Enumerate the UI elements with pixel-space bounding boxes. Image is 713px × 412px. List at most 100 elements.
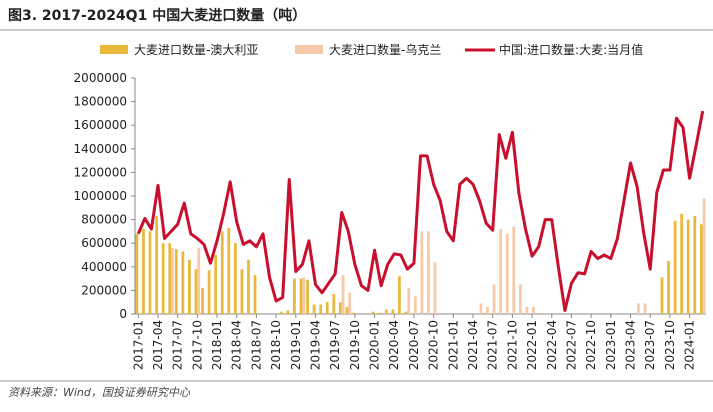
bar (479, 303, 483, 314)
bar (345, 306, 349, 314)
bar (338, 302, 342, 314)
bar (279, 311, 283, 314)
bar (413, 296, 417, 314)
bar (499, 229, 503, 314)
legend-label: 中国:进口数量:大麦:当月值 (499, 42, 643, 57)
x-tick-label: 2023-04 (624, 320, 638, 370)
bar (378, 312, 382, 314)
bar (161, 243, 165, 314)
bar (194, 269, 198, 314)
bar (433, 262, 437, 314)
bar (286, 310, 290, 314)
x-tick-label: 2021-07 (486, 320, 500, 370)
bar (171, 247, 174, 314)
x-tick-label: 2020-10 (427, 320, 441, 370)
legend-label: 大麦进口数量-乌克兰 (329, 42, 441, 57)
y-tick-label: 800000 (81, 213, 127, 227)
bar (699, 224, 703, 314)
y-tick-label: 2000000 (74, 71, 127, 85)
chart-title: 图3. 2017-2024Q1 中国大麦进口数量（吨） (8, 7, 306, 24)
bar (201, 288, 204, 314)
bar (207, 270, 211, 314)
bar (319, 304, 323, 314)
bar (492, 284, 496, 314)
bar (505, 233, 509, 314)
y-tick-label: 1600000 (74, 118, 127, 132)
bar (348, 292, 352, 314)
bar (673, 220, 677, 314)
bar (391, 309, 395, 314)
bar (306, 279, 309, 314)
x-tick-label: 2017-10 (190, 320, 204, 370)
bar (525, 306, 529, 314)
x-tick-label: 2019-04 (308, 320, 322, 370)
source: 资料来源：Wind，国投证券研究中心 (8, 386, 191, 399)
bar (643, 303, 647, 314)
x-tick-label: 2022-10 (584, 320, 598, 370)
bar (299, 278, 303, 314)
y-tick-label: 1400000 (74, 142, 127, 156)
bar (404, 311, 408, 314)
x-tick-label: 2021-04 (466, 320, 480, 370)
x-tick-label: 2018-04 (230, 320, 244, 370)
bar (312, 304, 316, 314)
bar (174, 249, 178, 314)
bar (427, 231, 430, 314)
bar (155, 216, 158, 314)
bar (680, 213, 684, 314)
x-tick-label: 2020-04 (387, 320, 401, 370)
bar (341, 275, 345, 314)
bar (142, 229, 145, 314)
legend-swatch (100, 45, 128, 54)
x-tick-label: 2018-10 (269, 320, 283, 370)
bar (384, 309, 388, 314)
x-tick-label: 2019-07 (328, 320, 342, 370)
bar (407, 288, 411, 314)
bar (181, 251, 185, 314)
bar (512, 226, 516, 314)
bar (240, 269, 244, 314)
x-tick-label: 2024-01 (683, 320, 697, 370)
y-tick-label: 0 (119, 307, 127, 321)
y-tick-label: 400000 (81, 260, 127, 274)
x-tick-label: 2019-10 (348, 320, 362, 370)
bar (532, 306, 535, 314)
y-tick-label: 1000000 (74, 189, 127, 203)
bar (227, 227, 231, 314)
bar (253, 275, 257, 314)
bar (168, 243, 172, 314)
bar (352, 312, 355, 314)
y-tick-label: 1800000 (74, 95, 127, 109)
bar (420, 231, 424, 314)
bar (693, 216, 697, 314)
bar (293, 278, 296, 314)
x-tick-label: 2017-07 (171, 320, 185, 370)
legend-swatch (295, 45, 323, 54)
x-tick-label: 2021-10 (505, 320, 519, 370)
bar (325, 302, 329, 314)
bar (233, 243, 237, 314)
x-tick-label: 2019-01 (289, 320, 303, 370)
y-tick-label: 200000 (81, 283, 127, 297)
bar (371, 311, 375, 314)
y-tick-label: 1200000 (74, 165, 127, 179)
bar (220, 231, 224, 314)
bar (660, 277, 664, 314)
bar (637, 303, 640, 314)
x-tick-label: 2018-01 (210, 320, 224, 370)
bar (214, 255, 218, 314)
x-tick-label: 2022-07 (564, 320, 578, 370)
x-tick-label: 2018-07 (249, 320, 263, 370)
x-tick-label: 2020-01 (368, 320, 382, 370)
x-tick-label: 2017-04 (151, 320, 165, 370)
x-tick-label: 2023-01 (604, 320, 618, 370)
x-tick-label: 2023-10 (663, 320, 677, 370)
bar (188, 259, 191, 314)
x-tick-label: 2020-07 (407, 320, 421, 370)
x-tick-label: 2017-01 (131, 320, 145, 370)
bar (148, 231, 152, 314)
bar (302, 277, 306, 314)
bar (247, 259, 250, 314)
y-tick-label: 600000 (81, 236, 127, 250)
